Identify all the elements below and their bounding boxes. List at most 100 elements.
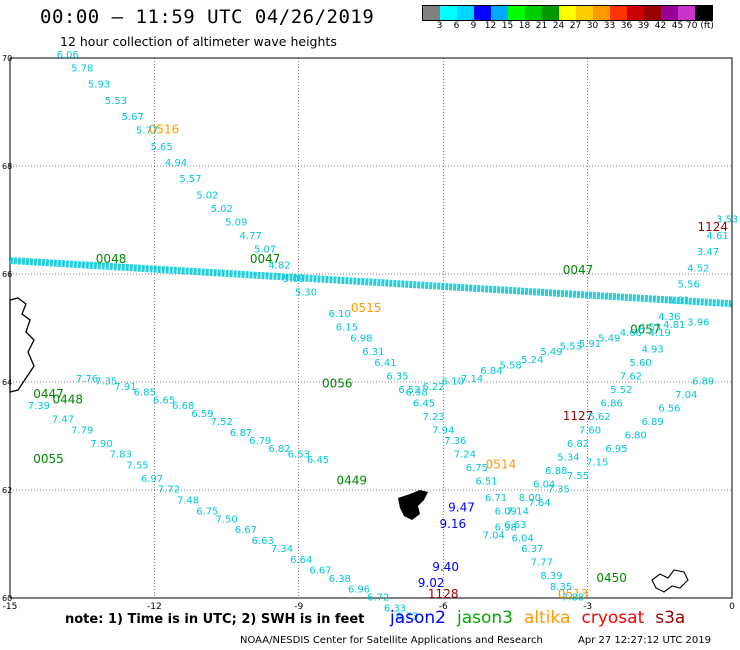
s3a-data-label: 5.62 bbox=[589, 412, 611, 423]
s3a-data-label: 4.53 bbox=[639, 323, 661, 334]
s3a-data-label: 7.62 bbox=[620, 371, 642, 382]
color-swatch bbox=[559, 6, 576, 20]
color-scale-label: 70 (ft) bbox=[686, 21, 714, 31]
s3a-data-label: 5.07 bbox=[254, 244, 276, 255]
color-scale-bar bbox=[422, 5, 713, 21]
jason2-data-label: 9.40 bbox=[432, 560, 459, 574]
s3a-data-label: 6.56 bbox=[658, 404, 680, 415]
color-swatch bbox=[542, 6, 559, 20]
s3a-data-label: 6.96 bbox=[348, 585, 370, 596]
x-tick-label: 0 bbox=[729, 602, 735, 612]
color-swatch bbox=[525, 6, 542, 20]
s3a-data-label: 7.79 bbox=[71, 425, 93, 436]
s3a-data-label: 6.98 bbox=[495, 523, 517, 534]
color-swatch bbox=[423, 6, 440, 20]
s3a-data-label: 4.82 bbox=[268, 261, 290, 272]
s3a-data-label: 7.14 bbox=[461, 374, 483, 385]
s3a-data-label: 6.67 bbox=[309, 566, 331, 577]
s3a-data-label: 8.39 bbox=[540, 571, 562, 582]
s3a-data-label: 7.55 bbox=[567, 471, 589, 482]
s3a-data-label: 4.77 bbox=[240, 231, 262, 242]
s3a-data-label: 7.60 bbox=[579, 425, 601, 436]
s3a-data-label: 7.76 bbox=[76, 374, 98, 385]
s3a-data-label: 4.19 bbox=[649, 328, 671, 339]
s3a-data-label: 6.72 bbox=[367, 593, 389, 604]
jason2-data-label: 9.47 bbox=[448, 501, 475, 515]
s3a-data-label: 6.87 bbox=[230, 428, 252, 439]
s3a-data-label: 6.80 bbox=[625, 431, 647, 442]
s3a-data-label: 5.78 bbox=[71, 64, 93, 75]
s3a-data-label: 7.83 bbox=[110, 450, 132, 461]
color-scale-label: 18 bbox=[518, 21, 531, 31]
s3a-data-label: 4.94 bbox=[165, 158, 187, 169]
color-scale-label: 15 bbox=[501, 21, 514, 31]
s3a-data-label: 6.73 bbox=[396, 612, 418, 623]
faroe-islands bbox=[398, 490, 428, 520]
x-tick-label: -3 bbox=[583, 602, 592, 612]
s3a-data-label: 7.64 bbox=[528, 498, 550, 509]
color-scale-label: 45 bbox=[671, 21, 684, 31]
s3a-data-label: 6.45 bbox=[413, 398, 435, 409]
s3a-data-label: 7.90 bbox=[90, 439, 112, 450]
s3a-data-label: 6.45 bbox=[307, 455, 329, 466]
jason2-data-label: 9.16 bbox=[439, 517, 466, 531]
s3a-data-label: 5.58 bbox=[499, 361, 521, 372]
s3a-data-label: 4.36 bbox=[658, 312, 680, 323]
generation-timestamp: Apr 27 12:27:12 UTC 2019 bbox=[578, 635, 711, 646]
y-tick-label: 66 bbox=[2, 270, 12, 279]
color-scale-label: 9 bbox=[470, 21, 477, 31]
altika-data-label: 0513 bbox=[558, 587, 589, 601]
color-scale-label: 12 bbox=[484, 21, 497, 31]
color-swatch bbox=[627, 6, 644, 20]
s3a-data-label: 7.48 bbox=[177, 496, 199, 507]
s3a-data-label: 6.79 bbox=[249, 436, 271, 447]
jason3-data-label: 0448 bbox=[52, 393, 83, 407]
color-swatch bbox=[678, 6, 695, 20]
s3a-data-label: 6.89 bbox=[692, 377, 714, 388]
jason3-data-label: 0047 bbox=[250, 252, 281, 266]
dense-altimeter-track bbox=[9, 257, 733, 308]
jason3-data-label: 0450 bbox=[596, 571, 627, 585]
s3a-data-label: 3.96 bbox=[687, 317, 709, 328]
s3a-data-label: 5.31 bbox=[668, 296, 690, 307]
satellite-legend: jason2 jason3 altika cryosat s3a bbox=[390, 608, 696, 628]
s3a-data-label: 6.52 bbox=[398, 385, 420, 396]
shetland-coastline bbox=[651, 569, 689, 593]
jason3-data-label: 0057 bbox=[630, 322, 661, 336]
y-tick-label: 68 bbox=[2, 162, 12, 171]
s3a-data-label: 5.30 bbox=[295, 288, 317, 299]
s3a-data-label: 5.53 bbox=[560, 342, 582, 353]
jason3-data-label: 0447 bbox=[33, 387, 64, 401]
s3a-data-label: 6.64 bbox=[290, 555, 312, 566]
s3a-data-label: 6.88 bbox=[545, 466, 567, 477]
s3a-data-label: 6.98 bbox=[350, 334, 372, 345]
color-swatch bbox=[440, 6, 457, 20]
s3a-data-label: 6.75 bbox=[196, 506, 218, 517]
s3a-data-label: 6.97 bbox=[141, 474, 163, 485]
s3a-data-label: 7.35 bbox=[548, 485, 570, 496]
color-swatch bbox=[457, 6, 474, 20]
s3a-data-label: 6.15 bbox=[336, 323, 358, 334]
map-title: 00:00 – 11:59 UTC 04/26/2019 bbox=[40, 6, 375, 28]
color-swatch bbox=[491, 6, 508, 20]
y-tick-label: 62 bbox=[2, 486, 12, 495]
s3a-data-label: 8.35 bbox=[550, 582, 572, 593]
color-scale-label: 33 bbox=[603, 21, 616, 31]
s3a-data-label: 6.38 bbox=[329, 574, 351, 585]
x-tick-label: -6 bbox=[439, 602, 448, 612]
satellite-label: cryosat bbox=[581, 608, 645, 628]
s3a-data-label: 5.56 bbox=[678, 280, 700, 291]
color-scale-label: 36 bbox=[620, 21, 633, 31]
color-swatch bbox=[593, 6, 610, 20]
s3a-data-label: 7.24 bbox=[454, 450, 476, 461]
s3a-data-label: 6.09 bbox=[495, 506, 517, 517]
s3a-data-label: 6.65 bbox=[153, 396, 175, 407]
s3a-data-label: 7.34 bbox=[271, 544, 293, 555]
s3a-data-label: 4.66 bbox=[620, 328, 642, 339]
s3a-data-label: 3.47 bbox=[697, 247, 719, 258]
satellite-label: s3a bbox=[655, 608, 686, 628]
s3a-data-label: 6.37 bbox=[521, 544, 543, 555]
satellite-label: jason2 bbox=[390, 608, 446, 628]
x-tick-label: -9 bbox=[294, 602, 303, 612]
